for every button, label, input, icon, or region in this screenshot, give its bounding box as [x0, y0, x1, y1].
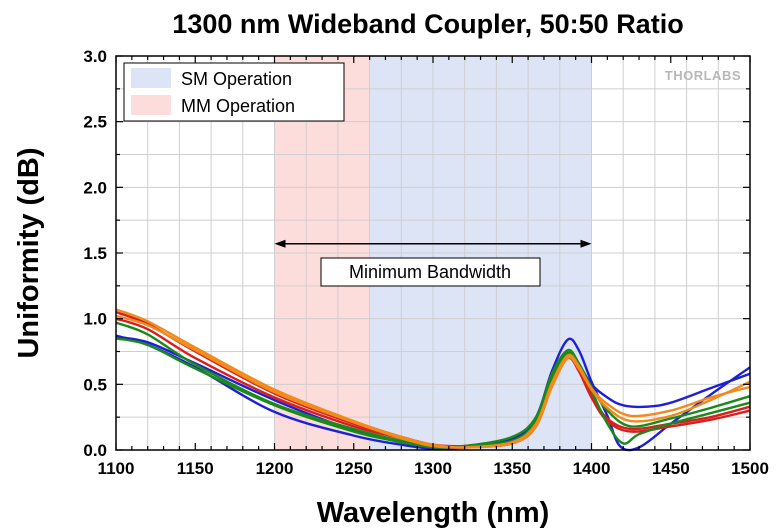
y-tick-label: 0.0: [83, 441, 107, 460]
x-tick-label: 1450: [652, 459, 690, 478]
x-axis-label: Wavelength (nm): [317, 497, 550, 529]
axis-ticks: [115, 55, 751, 451]
series-line-7: [115, 314, 751, 449]
legend-label-sm: SM Operation: [181, 69, 292, 89]
bandwidth-arrow-head-left: [274, 239, 286, 248]
x-tick-label: 1150: [177, 459, 214, 478]
bandwidth-label: Minimum Bandwidth: [349, 262, 511, 282]
legend-swatch-mm: [131, 95, 171, 115]
y-tick-label: 1.0: [83, 310, 107, 329]
x-tick-label: 1400: [573, 459, 611, 478]
minimum-bandwidth-annotation: Minimum Bandwidth: [274, 239, 592, 287]
legend-swatch-sm: [131, 68, 171, 88]
y-axis-label: Uniformity (dB): [13, 147, 45, 358]
legend-label-mm: MM Operation: [181, 96, 295, 116]
bandwidth-arrow-head-right: [580, 239, 592, 248]
x-tick-label: 1350: [493, 459, 531, 478]
series-line-6: [115, 308, 751, 449]
x-tick-labels: 1100 1150 1200 1250 1300 1350 1400 1450 1500: [98, 459, 769, 478]
y-tick-label: 1.5: [83, 244, 107, 263]
chart-title: 1300 nm Wideband Coupler, 50:50 Ratio: [172, 9, 683, 39]
y-tick-label: 3.0: [83, 47, 107, 66]
y-tick-label: 0.5: [83, 375, 107, 394]
x-tick-label: 1500: [731, 459, 769, 478]
x-tick-label: 1100: [98, 459, 135, 478]
y-tick-label: 2.5: [83, 113, 107, 132]
x-tick-label: 1300: [414, 459, 452, 478]
y-tick-label: 2.0: [83, 178, 107, 197]
x-tick-label: 1250: [335, 459, 373, 478]
series-line-5: [115, 337, 751, 449]
y-tick-labels: 0.0 0.5 1.0 1.5 2.0 2.5 3.0: [83, 47, 107, 460]
grid-lines: [116, 56, 750, 450]
series-lines: [115, 308, 751, 452]
legend: SM Operation MM Operation: [123, 62, 345, 122]
bandwidth-label-box: [320, 257, 541, 287]
thorlabs-logo: THORLABS: [665, 68, 741, 83]
x-tick-label: 1200: [256, 459, 294, 478]
